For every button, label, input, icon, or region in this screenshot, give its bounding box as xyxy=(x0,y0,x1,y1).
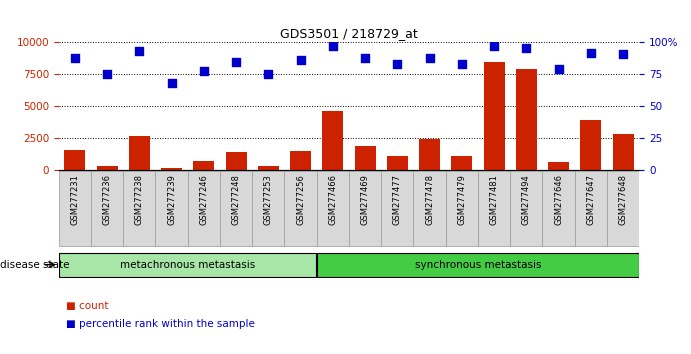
Bar xyxy=(612,134,634,170)
Text: synchronous metastasis: synchronous metastasis xyxy=(415,259,541,270)
Bar xyxy=(188,171,220,246)
Bar xyxy=(290,151,311,170)
Bar xyxy=(484,62,504,170)
Bar xyxy=(316,171,349,246)
Bar xyxy=(64,149,86,170)
Bar xyxy=(285,171,316,246)
Point xyxy=(618,51,629,57)
Bar xyxy=(155,171,188,246)
Bar xyxy=(123,171,155,246)
Bar xyxy=(446,171,478,246)
Bar xyxy=(193,161,214,170)
Bar xyxy=(575,171,607,246)
Text: metachronous metastasis: metachronous metastasis xyxy=(120,259,256,270)
Bar xyxy=(510,171,542,246)
Bar xyxy=(542,171,575,246)
Bar xyxy=(161,168,182,170)
Text: ■ percentile rank within the sample: ■ percentile rank within the sample xyxy=(66,319,254,329)
Text: GSM277494: GSM277494 xyxy=(522,174,531,224)
Point xyxy=(295,57,306,63)
Title: GDS3501 / 218729_at: GDS3501 / 218729_at xyxy=(280,27,418,40)
Bar xyxy=(381,171,413,246)
Point xyxy=(134,48,145,54)
Text: GSM277648: GSM277648 xyxy=(618,174,627,225)
FancyBboxPatch shape xyxy=(59,253,316,276)
Bar xyxy=(322,111,343,170)
Text: GSM277481: GSM277481 xyxy=(489,174,499,225)
Text: GSM277256: GSM277256 xyxy=(296,174,305,225)
Point xyxy=(102,72,113,77)
Text: ■ count: ■ count xyxy=(66,301,108,311)
Bar xyxy=(59,171,91,246)
Bar xyxy=(225,152,247,170)
Text: GSM277478: GSM277478 xyxy=(425,174,434,225)
Point xyxy=(69,55,80,61)
Bar xyxy=(252,171,285,246)
Text: GSM277479: GSM277479 xyxy=(457,174,466,225)
Bar xyxy=(349,171,381,246)
Bar xyxy=(478,171,510,246)
Text: GSM277466: GSM277466 xyxy=(328,174,337,225)
Bar xyxy=(129,136,150,170)
Point xyxy=(166,80,177,86)
Point xyxy=(359,55,370,61)
Bar xyxy=(515,69,537,170)
Text: GSM277246: GSM277246 xyxy=(199,174,209,225)
Text: GSM277238: GSM277238 xyxy=(135,174,144,225)
Bar xyxy=(387,156,408,170)
Point xyxy=(424,55,435,61)
Point xyxy=(521,45,532,50)
Point xyxy=(585,50,596,56)
Bar xyxy=(580,120,601,170)
Text: GSM277477: GSM277477 xyxy=(392,174,402,225)
Bar xyxy=(220,171,252,246)
Bar xyxy=(451,156,472,170)
Point xyxy=(328,44,339,49)
Bar xyxy=(413,171,446,246)
Text: GSM277646: GSM277646 xyxy=(554,174,563,225)
Bar xyxy=(419,139,440,170)
Point xyxy=(263,72,274,77)
Point xyxy=(198,68,209,73)
Text: GSM277647: GSM277647 xyxy=(586,174,596,225)
Point xyxy=(392,61,403,67)
Bar xyxy=(354,146,376,170)
Bar xyxy=(548,162,569,170)
Point xyxy=(456,61,467,67)
Text: GSM277231: GSM277231 xyxy=(70,174,79,225)
Text: GSM277248: GSM277248 xyxy=(231,174,240,225)
Point xyxy=(231,59,242,64)
Text: GSM277236: GSM277236 xyxy=(102,174,112,225)
Point xyxy=(553,67,564,72)
Text: GSM277239: GSM277239 xyxy=(167,174,176,225)
Text: GSM277253: GSM277253 xyxy=(264,174,273,225)
Point xyxy=(489,44,500,49)
Bar xyxy=(607,171,639,246)
Bar xyxy=(91,171,123,246)
Text: disease state: disease state xyxy=(0,259,70,270)
FancyBboxPatch shape xyxy=(317,253,638,276)
Bar xyxy=(258,166,278,170)
Bar xyxy=(97,166,117,170)
Text: GSM277469: GSM277469 xyxy=(361,174,370,225)
